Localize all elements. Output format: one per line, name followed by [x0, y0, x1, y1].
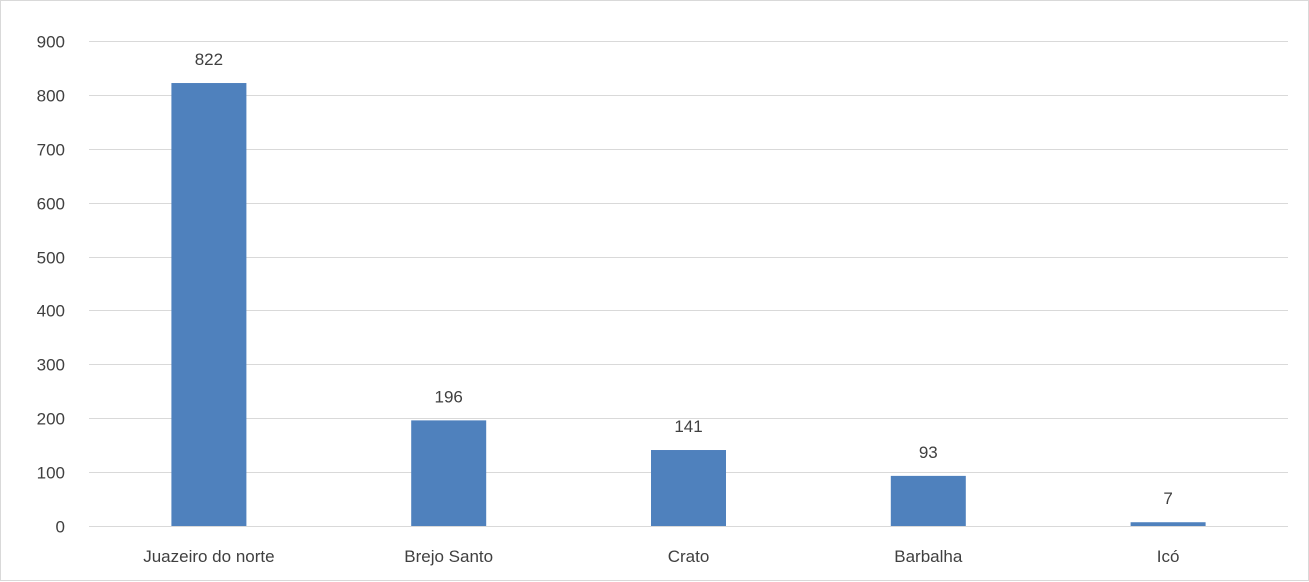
y-tick-label: 700	[37, 141, 65, 160]
x-axis-category-labels: Juazeiro do norte Brejo Santo Crato Barbalh…	[143, 547, 1179, 566]
data-label: 7	[1163, 489, 1172, 508]
data-labels: 822 196 141 93 7	[195, 50, 1173, 508]
x-category-label: Icó	[1157, 547, 1180, 566]
bar	[411, 420, 487, 526]
y-axis-tick-labels: 0 100 200 300 400 500 600 700 800 900	[37, 33, 65, 537]
y-tick-label: 600	[37, 195, 65, 214]
y-tick-label: 500	[37, 249, 65, 268]
bar	[1130, 522, 1206, 526]
y-tick-label: 300	[37, 356, 65, 375]
data-label: 196	[435, 387, 463, 406]
bar	[890, 475, 966, 526]
x-category-label: Brejo Santo	[404, 547, 493, 566]
x-category-label: Juazeiro do norte	[143, 547, 274, 566]
x-category-label: Crato	[668, 547, 710, 566]
y-tick-label: 0	[56, 518, 65, 537]
bars	[171, 83, 1206, 527]
bar	[651, 450, 726, 526]
y-tick-label: 200	[37, 410, 65, 429]
gridlines	[89, 41, 1288, 527]
y-tick-label: 400	[37, 302, 65, 321]
y-tick-label: 100	[37, 464, 65, 483]
data-label: 141	[674, 417, 702, 436]
y-tick-label: 800	[37, 87, 65, 106]
x-category-label: Barbalha	[894, 547, 963, 566]
data-label: 93	[919, 443, 938, 462]
y-tick-label: 900	[37, 33, 65, 52]
data-label: 822	[195, 50, 223, 69]
bar	[171, 83, 247, 527]
